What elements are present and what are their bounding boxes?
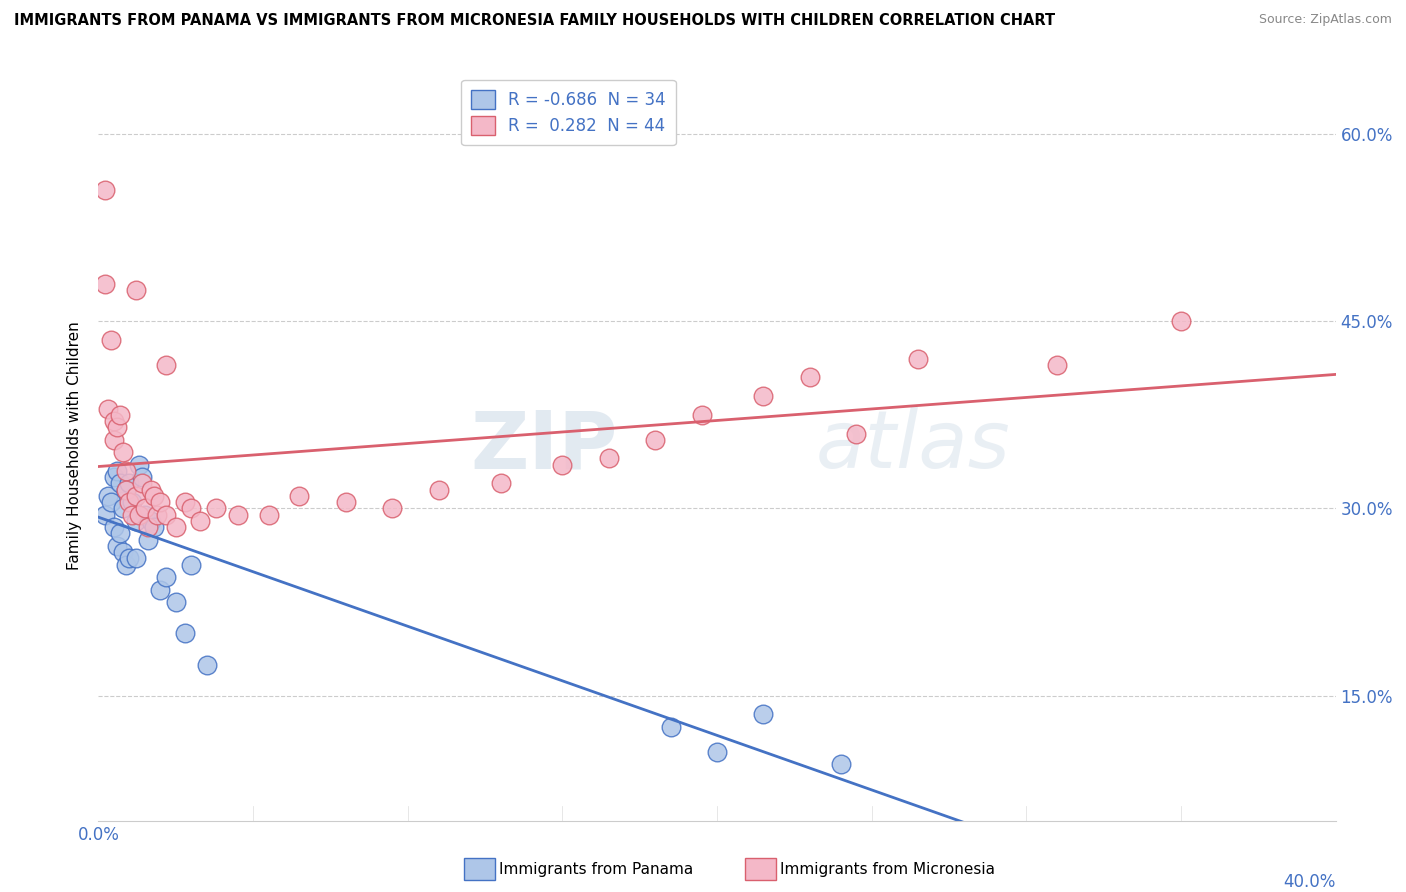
Point xyxy=(659,720,682,734)
Point xyxy=(134,501,156,516)
Point xyxy=(165,520,187,534)
Point xyxy=(108,408,131,422)
Point xyxy=(131,476,153,491)
Point xyxy=(136,520,159,534)
Point xyxy=(93,277,115,291)
Point xyxy=(149,582,172,597)
Point xyxy=(155,508,177,522)
Point xyxy=(139,483,162,497)
Point xyxy=(112,545,135,559)
Text: Immigrants from Panama: Immigrants from Panama xyxy=(499,863,693,877)
Point xyxy=(103,520,125,534)
Point xyxy=(644,433,666,447)
Point xyxy=(155,570,177,584)
Point xyxy=(288,489,311,503)
Point xyxy=(97,489,120,503)
Point xyxy=(146,508,169,522)
Point xyxy=(489,476,512,491)
Point xyxy=(121,508,143,522)
Point xyxy=(118,551,141,566)
Point xyxy=(143,489,166,503)
Text: IMMIGRANTS FROM PANAMA VS IMMIGRANTS FROM MICRONESIA FAMILY HOUSEHOLDS WITH CHIL: IMMIGRANTS FROM PANAMA VS IMMIGRANTS FRO… xyxy=(14,13,1054,29)
Point xyxy=(134,508,156,522)
Point xyxy=(257,508,280,522)
Point xyxy=(121,495,143,509)
Point xyxy=(103,470,125,484)
Point xyxy=(799,370,821,384)
Point xyxy=(155,358,177,372)
Point xyxy=(143,520,166,534)
Point xyxy=(845,426,868,441)
Point xyxy=(128,508,150,522)
Point xyxy=(97,401,120,416)
Point xyxy=(93,508,115,522)
Point xyxy=(115,558,138,572)
Point xyxy=(1046,358,1069,372)
Point xyxy=(174,495,197,509)
Point xyxy=(115,464,138,478)
Text: atlas: atlas xyxy=(815,407,1011,485)
Point xyxy=(108,526,131,541)
Point xyxy=(124,283,146,297)
Point xyxy=(103,414,125,428)
Point xyxy=(115,483,138,497)
Point xyxy=(180,558,202,572)
Point xyxy=(115,483,138,497)
Point xyxy=(124,551,146,566)
Point xyxy=(165,595,187,609)
Point xyxy=(752,389,775,403)
Point xyxy=(1170,314,1192,328)
Point xyxy=(190,514,212,528)
Point xyxy=(105,464,128,478)
Point xyxy=(752,707,775,722)
Point xyxy=(907,351,929,366)
Point xyxy=(180,501,202,516)
Point xyxy=(118,495,141,509)
Point xyxy=(103,433,125,447)
Point xyxy=(226,508,249,522)
Point xyxy=(100,333,122,347)
Point xyxy=(105,539,128,553)
Point xyxy=(335,495,357,509)
Point xyxy=(108,476,131,491)
Point xyxy=(149,495,172,509)
Point xyxy=(93,183,115,197)
Point xyxy=(381,501,404,516)
Point xyxy=(706,745,728,759)
Point xyxy=(105,420,128,434)
Point xyxy=(124,489,146,503)
Point xyxy=(598,451,620,466)
Text: 40.0%: 40.0% xyxy=(1284,873,1336,891)
Point xyxy=(118,476,141,491)
Point xyxy=(551,458,574,472)
Point xyxy=(830,757,852,772)
Point xyxy=(139,514,162,528)
Point xyxy=(427,483,450,497)
Point xyxy=(131,470,153,484)
Text: Immigrants from Micronesia: Immigrants from Micronesia xyxy=(780,863,995,877)
Point xyxy=(690,408,713,422)
Legend: R = -0.686  N = 34, R =  0.282  N = 44: R = -0.686 N = 34, R = 0.282 N = 44 xyxy=(461,79,676,145)
Point xyxy=(128,458,150,472)
Point xyxy=(112,501,135,516)
Point xyxy=(112,445,135,459)
Point xyxy=(205,501,228,516)
Point xyxy=(195,657,218,672)
Point xyxy=(174,626,197,640)
Point xyxy=(124,514,146,528)
Point xyxy=(136,533,159,547)
Text: Source: ZipAtlas.com: Source: ZipAtlas.com xyxy=(1258,13,1392,27)
Point xyxy=(100,495,122,509)
Text: ZIP: ZIP xyxy=(471,407,619,485)
Y-axis label: Family Households with Children: Family Households with Children xyxy=(67,322,83,570)
